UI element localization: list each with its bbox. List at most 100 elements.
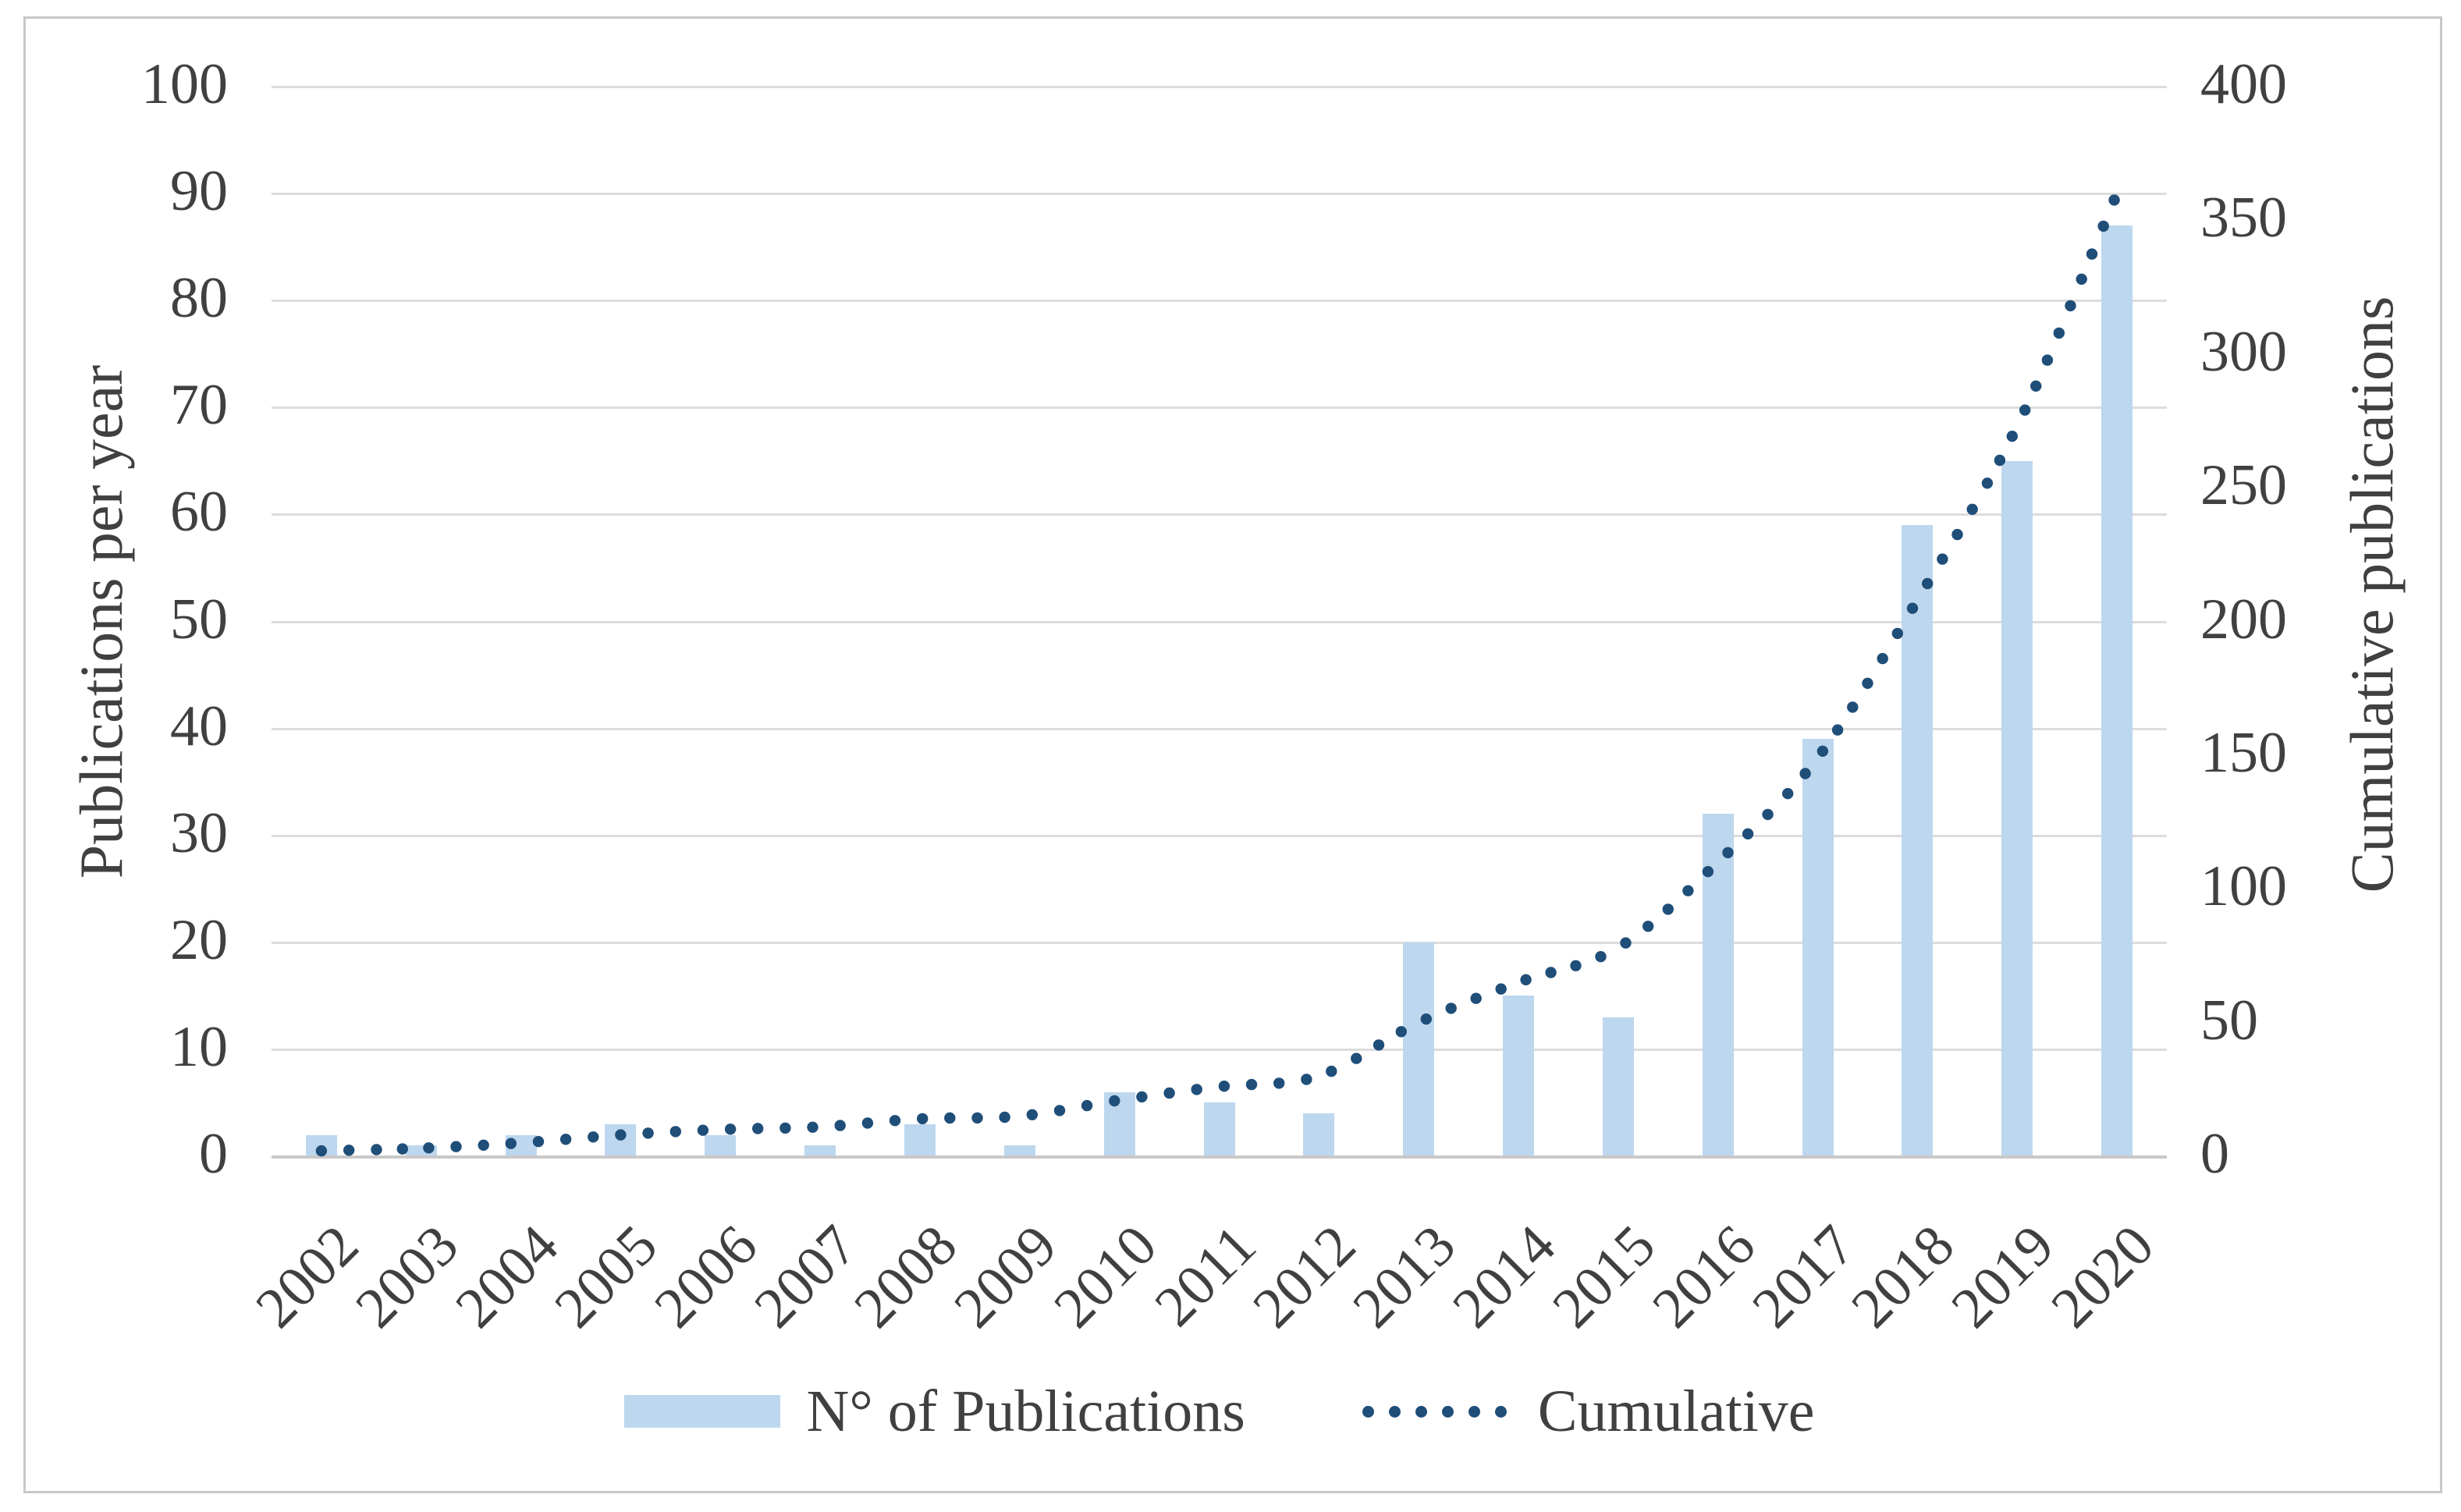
dotted-line-swatch-icon <box>1362 1405 1507 1418</box>
y-axis-right-tick-label: 0 <box>2200 1122 2229 1187</box>
cumulative-dot <box>1782 788 1794 800</box>
legend-dot-icon <box>1415 1405 1427 1418</box>
cumulative-dot <box>999 1111 1010 1123</box>
cumulative-dot <box>1245 1078 1258 1091</box>
legend-dot-icon <box>1494 1405 1507 1418</box>
cumulative-dot <box>1053 1105 1066 1116</box>
legend: N° of Publications Cumulative <box>272 1378 2167 1445</box>
y-axis-left-tick-label: 40 <box>170 694 228 758</box>
legend-bar-label: N° of Publications <box>806 1379 1245 1444</box>
cumulative-dot <box>1301 1074 1312 1085</box>
cumulative-dot <box>1847 701 1859 713</box>
cumulative-dot <box>1470 992 1482 1004</box>
cumulative-dot <box>1981 477 1994 489</box>
x-axis-year-label: 2018 <box>1839 1213 1967 1340</box>
cumulative-dot <box>371 1144 382 1155</box>
cumulative-dot <box>1570 960 1582 972</box>
bar-swatch-icon <box>623 1395 780 1428</box>
cumulative-dot <box>2006 431 2018 442</box>
cumulative-dot <box>2030 380 2042 392</box>
gridline <box>272 513 2167 516</box>
legend-dot-icon <box>1362 1405 1374 1418</box>
bar-2015 <box>1603 1017 1634 1156</box>
y-axis-left-tick-label: 0 <box>199 1122 228 1187</box>
cumulative-dot <box>779 1122 791 1134</box>
legend-dot-icon <box>1441 1405 1454 1418</box>
cumulative-dot <box>1816 745 1829 757</box>
cumulative-dot <box>1831 724 1844 736</box>
y-axis-left-tick-label: 60 <box>170 480 228 545</box>
cumulative-dot <box>1620 937 1632 949</box>
y-axis-right-tick-label: 100 <box>2200 854 2287 919</box>
x-axis-year-label: 2005 <box>542 1213 670 1340</box>
x-axis-year-label: 2019 <box>1939 1213 2067 1340</box>
cumulative-dot <box>861 1117 874 1129</box>
x-axis-year-label: 2010 <box>1042 1213 1169 1340</box>
cumulative-dot <box>532 1136 545 1148</box>
cumulative-dot <box>1026 1109 1039 1121</box>
cumulative-dot <box>1906 602 1919 614</box>
cumulative-dot <box>2097 220 2109 232</box>
gridline <box>272 1048 2167 1051</box>
bar-2017 <box>1802 739 1834 1156</box>
cumulative-dot <box>917 1113 929 1125</box>
cumulative-dot <box>1595 951 1607 963</box>
cumulative-dot <box>343 1145 355 1156</box>
cumulative-dot <box>1937 553 1948 565</box>
x-axis-year-label: 2017 <box>1740 1213 1867 1340</box>
cumulative-dot <box>478 1139 489 1152</box>
cumulative-dot <box>1420 1013 1433 1025</box>
x-axis-year-label: 2009 <box>942 1213 1069 1340</box>
x-axis-year-label: 2013 <box>1341 1213 1468 1340</box>
cumulative-dot <box>889 1115 901 1127</box>
figure-border <box>23 16 2442 1493</box>
cumulative-dot <box>1994 454 2006 467</box>
y-axis-left-tick-label: 30 <box>170 800 228 865</box>
bar-2018 <box>1902 525 1933 1156</box>
cumulative-dot <box>1642 921 1654 932</box>
cumulative-dot <box>588 1131 599 1143</box>
gridline <box>272 620 2167 623</box>
cumulative-dot <box>1445 1003 1457 1014</box>
cumulative-dot <box>2076 273 2087 285</box>
cumulative-dot <box>2065 300 2076 312</box>
bar-2006 <box>705 1135 736 1156</box>
bar-2009 <box>1004 1145 1035 1156</box>
cumulative-dot <box>1891 627 1903 640</box>
y-axis-right-tick-label: 250 <box>2200 453 2287 518</box>
cumulative-dot <box>2053 327 2065 339</box>
gridline <box>272 86 2167 88</box>
cumulative-dot <box>1136 1091 1148 1103</box>
cumulative-dot <box>1395 1026 1408 1038</box>
x-axis-year-label: 2014 <box>1440 1213 1568 1340</box>
bar-2019 <box>2001 461 2033 1156</box>
legend-dot-icon <box>1468 1405 1480 1418</box>
x-axis-year-label: 2003 <box>343 1213 471 1340</box>
cumulative-dot <box>944 1112 956 1124</box>
cumulative-dot <box>615 1129 627 1141</box>
bar-2013 <box>1403 942 1434 1156</box>
y-axis-left-tick-label: 90 <box>170 159 228 224</box>
legend-item-publications: N° of Publications <box>623 1379 1245 1444</box>
cumulative-dot <box>505 1138 517 1149</box>
bar-2014 <box>1503 996 1534 1156</box>
cumulative-dot <box>423 1142 435 1154</box>
legend-item-cumulative: Cumulative <box>1362 1382 1814 1441</box>
x-axis-year-label: 2015 <box>1540 1213 1668 1340</box>
x-axis-year-label: 2002 <box>243 1213 371 1340</box>
cumulative-dot <box>2041 354 2054 366</box>
cumulative-dot <box>1326 1065 1337 1077</box>
cumulative-dot <box>1951 528 1963 541</box>
cumulative-dot <box>1722 847 1734 859</box>
cumulative-dot <box>2108 194 2120 206</box>
cumulative-dot <box>834 1120 846 1131</box>
gridline <box>272 941 2167 944</box>
cumulative-dot <box>971 1112 983 1124</box>
cumulative-dot <box>1862 677 1873 689</box>
cumulative-dot <box>642 1127 654 1139</box>
cumulative-dot <box>2019 404 2031 416</box>
y-axis-left-tick-label: 10 <box>170 1014 228 1079</box>
